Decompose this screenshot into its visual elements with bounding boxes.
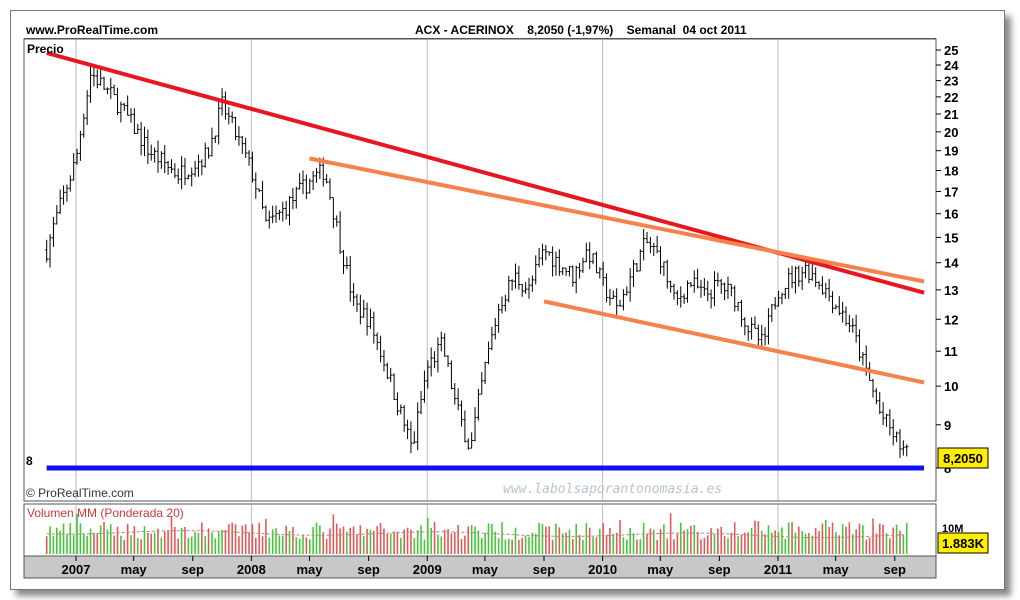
y-tick-label: 20 (944, 125, 958, 140)
time-axis-panel (23, 555, 937, 579)
y-tick-label: 13 (944, 283, 958, 298)
volume-moving-average (46, 530, 905, 539)
volume-panel (23, 503, 937, 557)
y-tick-label: 22 (944, 90, 958, 105)
x-tick-label: sep (357, 562, 379, 577)
y-tick-label: 19 (944, 144, 958, 159)
x-tick-label: sep (884, 562, 906, 577)
trendlines (46, 51, 925, 471)
x-tick-label: 2011 (764, 562, 792, 577)
x-tick-label: 2009 (413, 562, 442, 577)
y-tick-label: 18 (944, 164, 958, 179)
y-tick-label: 11 (944, 344, 958, 359)
price-label: Precio (27, 42, 64, 56)
x-tick-label: 2008 (237, 562, 266, 577)
x-tick-label: sep (182, 562, 204, 577)
x-tick-label: sep (708, 562, 730, 577)
y-tick-label: 15 (944, 230, 958, 245)
x-tick-label: may (823, 562, 850, 577)
last-price-value: 8,2050 (943, 451, 983, 466)
copyright: © ProRealTime.com (26, 486, 134, 500)
watermark: www.labolsaporantonomasia.es (503, 482, 722, 497)
y-tick-label: 12 (944, 312, 958, 327)
x-axis-labels: 2007 may sep 2008 may sep 2009 may sep 2010 may sep… (62, 556, 906, 577)
x-tick-label: 2010 (588, 562, 617, 577)
price-panel (23, 38, 937, 502)
x-tick-label: may (297, 562, 324, 577)
last-price-box (937, 447, 989, 469)
x-tick-label: may (472, 562, 499, 577)
x-tick-label: sep (533, 562, 555, 577)
y-tick-label: 14 (944, 256, 959, 271)
x-tick-label: 2007 (62, 562, 91, 577)
last-volume-box (937, 532, 989, 554)
last-volume-value: 1.883K (942, 536, 985, 551)
x-tick-label: may (647, 562, 674, 577)
trendline-channel (543, 299, 925, 385)
site-title: www.ProRealTime.com (25, 23, 158, 37)
y-tick-label: 9 (944, 418, 951, 433)
y-tick-label: 21 (944, 107, 958, 122)
quote-title: ACX - ACERINOX 8,2050 (-1,97%) Semanal 0… (415, 23, 747, 37)
volume-label: Volumen MM (Ponderada 20) (27, 506, 184, 520)
y-tick-label: 17 (944, 184, 958, 199)
volume-axis-label: 10M (942, 523, 963, 535)
y-tick-label: 10 (944, 379, 958, 394)
y-axis-ticks: 2524232221201918171615141312111098 (936, 43, 959, 476)
y-tick-label: 23 (944, 74, 958, 89)
left-level-label: 8 (26, 454, 33, 468)
y-tick-label: 24 (944, 58, 959, 73)
y-tick-label: 16 (944, 207, 958, 222)
y-tick-label: 25 (944, 43, 958, 58)
candles (45, 65, 909, 459)
trendline-channel (309, 156, 925, 284)
volume-bars (45, 513, 908, 554)
x-tick-label: may (121, 562, 148, 577)
